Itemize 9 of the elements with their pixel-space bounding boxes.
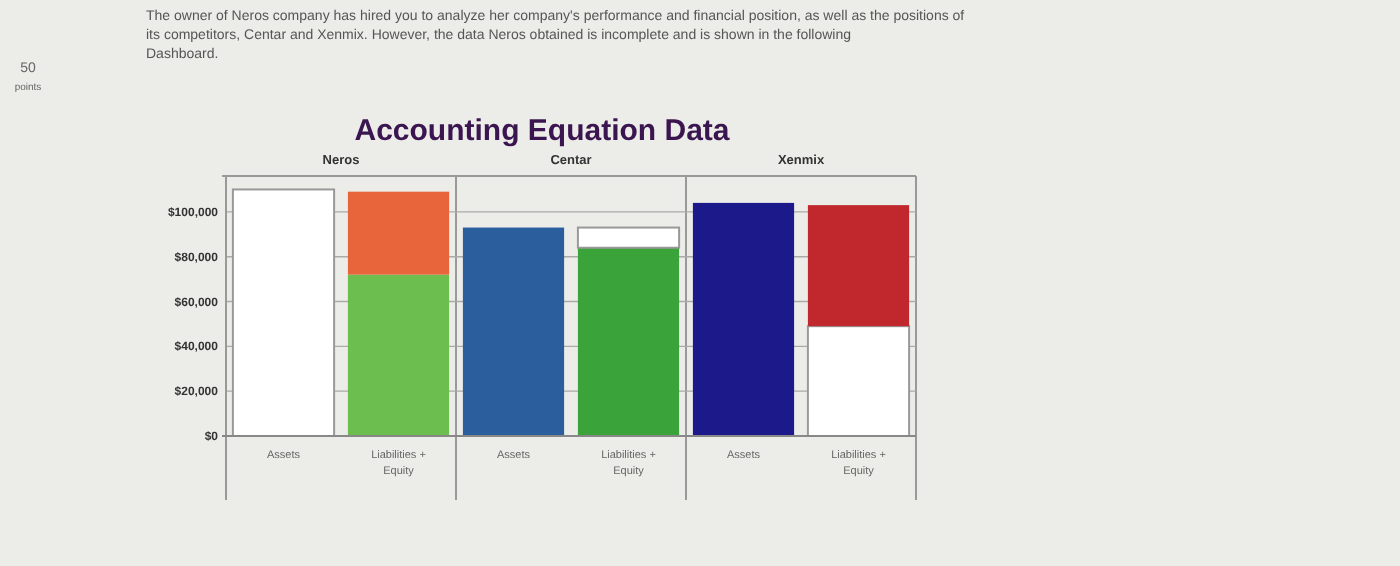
bar (347, 191, 450, 275)
bar (692, 202, 795, 436)
bar (806, 325, 911, 437)
bar (347, 274, 450, 436)
bar (231, 188, 336, 437)
chart-title: Accounting Equation Data (354, 114, 731, 148)
bar (577, 247, 680, 436)
bar (462, 227, 565, 436)
bar (807, 205, 910, 327)
